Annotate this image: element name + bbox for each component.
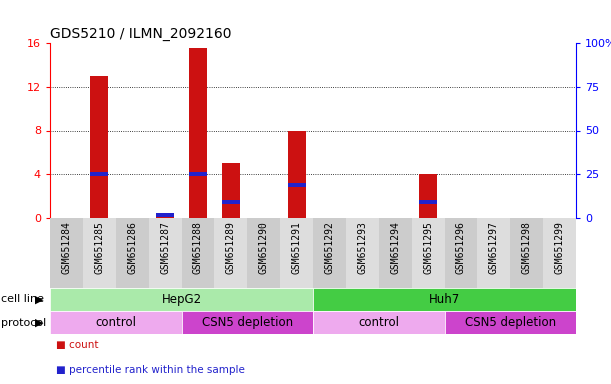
Text: GSM651293: GSM651293 <box>357 222 367 275</box>
Bar <box>288 183 306 187</box>
Text: ▶: ▶ <box>35 295 44 305</box>
Text: ▶: ▶ <box>35 318 44 328</box>
Text: GSM651289: GSM651289 <box>226 222 236 275</box>
Bar <box>412 218 444 288</box>
Text: GSM651292: GSM651292 <box>324 222 334 275</box>
Bar <box>222 163 240 218</box>
Text: GSM651286: GSM651286 <box>127 222 137 275</box>
Bar <box>543 218 576 288</box>
Text: control: control <box>95 316 136 329</box>
Bar <box>189 172 207 176</box>
Bar <box>419 174 437 218</box>
Text: GSM651296: GSM651296 <box>456 222 466 275</box>
Text: GSM651291: GSM651291 <box>291 222 302 275</box>
Bar <box>83 218 115 288</box>
Text: GSM651298: GSM651298 <box>522 222 532 275</box>
Bar <box>313 218 346 288</box>
Text: control: control <box>358 316 399 329</box>
Text: CSN5 depletion: CSN5 depletion <box>465 316 556 329</box>
Bar <box>288 131 306 218</box>
Bar <box>156 213 174 217</box>
Text: cell line: cell line <box>1 295 44 305</box>
Bar <box>115 218 148 288</box>
Bar <box>379 218 412 288</box>
Bar <box>247 218 280 288</box>
Bar <box>313 288 576 311</box>
Text: GSM651295: GSM651295 <box>423 222 433 275</box>
Text: CSN5 depletion: CSN5 depletion <box>202 316 293 329</box>
Bar <box>50 218 83 288</box>
Text: HepG2: HepG2 <box>161 293 202 306</box>
Bar <box>50 311 181 334</box>
Bar <box>346 218 379 288</box>
Text: GSM651287: GSM651287 <box>160 222 170 275</box>
Text: ■ count: ■ count <box>56 340 98 350</box>
Bar <box>90 76 108 218</box>
Bar <box>313 311 444 334</box>
Text: GSM651294: GSM651294 <box>390 222 400 275</box>
Bar <box>477 218 510 288</box>
Text: GDS5210 / ILMN_2092160: GDS5210 / ILMN_2092160 <box>50 26 232 41</box>
Bar <box>148 218 181 288</box>
Text: ■ percentile rank within the sample: ■ percentile rank within the sample <box>56 365 245 375</box>
Bar <box>444 311 576 334</box>
Bar <box>50 288 313 311</box>
Bar <box>444 218 477 288</box>
Text: GSM651290: GSM651290 <box>258 222 269 275</box>
Text: GSM651297: GSM651297 <box>489 222 499 275</box>
Text: GSM651285: GSM651285 <box>94 222 104 275</box>
Bar <box>419 200 437 204</box>
Bar <box>510 218 543 288</box>
Bar <box>214 218 247 288</box>
Text: GSM651299: GSM651299 <box>555 222 565 275</box>
Bar <box>181 218 214 288</box>
Bar <box>189 48 207 218</box>
Bar <box>156 212 174 218</box>
Text: protocol: protocol <box>1 318 46 328</box>
Text: Huh7: Huh7 <box>429 293 460 306</box>
Text: GSM651288: GSM651288 <box>193 222 203 275</box>
Text: GSM651284: GSM651284 <box>62 222 71 275</box>
Bar <box>90 172 108 176</box>
Bar <box>280 218 313 288</box>
Bar <box>222 200 240 204</box>
Bar <box>181 311 313 334</box>
